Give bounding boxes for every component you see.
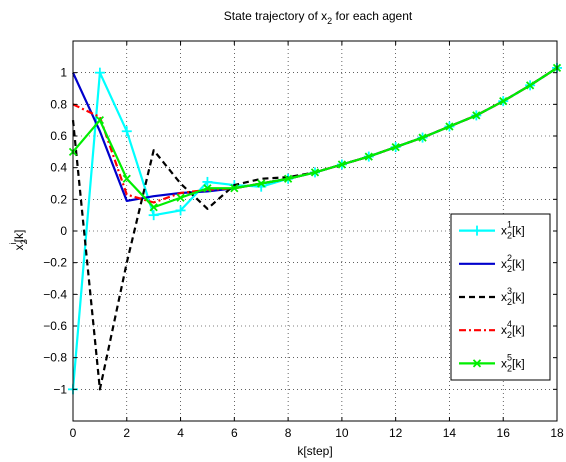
data-point	[95, 116, 105, 125]
legend-label-subscript: 2	[507, 330, 512, 340]
legend-item: x24[k]	[459, 319, 525, 340]
legend-label: x23[k]	[501, 286, 525, 307]
legend-label-suffix: [k]	[512, 257, 525, 271]
data-point	[364, 152, 373, 161]
data-point	[176, 193, 185, 202]
data-point	[472, 359, 482, 368]
y-tick-label: −0.8	[43, 351, 67, 365]
chart-title-main: State trajectory of x	[224, 9, 327, 23]
legend-label: x22[k]	[501, 253, 525, 274]
x-tick-label: 12	[389, 426, 403, 440]
x-tick-label: 0	[70, 426, 77, 440]
legend-label: x25[k]	[501, 352, 525, 373]
legend: x21[k]x22[k]x23[k]x24[k]x25[k]	[450, 213, 551, 381]
legend-item: x21[k]	[459, 220, 525, 241]
legend-label-main: x	[501, 290, 507, 304]
y-axis-label-main: x	[12, 244, 26, 250]
x-tick-labels: 0 2 4 6 8 10 12 14 16 18	[70, 426, 564, 440]
y-tick-label: 0	[60, 224, 67, 238]
legend-label-main: x	[501, 257, 507, 271]
data-point	[472, 111, 481, 120]
legend-label: x24[k]	[501, 319, 525, 340]
legend-box	[450, 213, 551, 381]
y-tick-label: 1	[60, 66, 67, 80]
x-tick-label: 4	[177, 426, 184, 440]
axis-ticks	[72, 41, 558, 421]
y-axis-label-suffix: [k]	[12, 230, 26, 243]
legend-label-main: x	[501, 323, 507, 337]
data-point	[337, 160, 347, 169]
x-tick-label: 18	[550, 426, 564, 440]
data-point	[525, 81, 535, 90]
data-point	[445, 122, 454, 131]
x-tick-label: 10	[335, 426, 349, 440]
legend-label-suffix: [k]	[512, 323, 525, 337]
legend-label: x21[k]	[501, 220, 525, 241]
data-point	[499, 97, 508, 106]
data-point	[257, 179, 266, 188]
legend-item: x25[k]	[459, 352, 525, 373]
x-tick-label: 16	[497, 426, 511, 440]
legend-label-subscript: 2	[507, 297, 512, 307]
x-tick-label: 14	[443, 426, 457, 440]
y-tick-label: 0.6	[50, 129, 67, 143]
y-tick-label: −0.6	[43, 319, 67, 333]
legend-label-superscript: 2	[507, 253, 512, 263]
legend-item: x22[k]	[459, 253, 525, 274]
y-tick-label: 0.4	[50, 161, 67, 175]
y-tick-label: −0.2	[43, 256, 67, 270]
legend-label-main: x	[501, 356, 507, 370]
chart-title-subscript: 2	[327, 16, 332, 26]
chart-title-suffix: for each agent	[332, 9, 413, 23]
legend-label-suffix: [k]	[512, 290, 525, 304]
x-tick-label: 2	[123, 426, 130, 440]
chart-title: State trajectory of x2 for each agent	[224, 9, 413, 26]
y-tick-label: −1	[53, 382, 67, 396]
legend-item: x23[k]	[459, 286, 525, 307]
y-tick-label: −0.4	[43, 287, 67, 301]
data-point	[391, 142, 400, 152]
y-tick-labels: −1 −0.8 −0.6 −0.4 −0.2 0 0.2 0.4 0.6 0.8 1	[43, 66, 67, 397]
y-axis-label-superscript: i	[8, 242, 18, 244]
series-5	[68, 63, 562, 212]
legend-label-superscript: 4	[507, 319, 512, 329]
legend-label-subscript: 2	[507, 363, 512, 373]
y-axis-label-subscript: 2	[19, 239, 29, 244]
legend-label-suffix: [k]	[512, 356, 525, 370]
data-point	[230, 184, 239, 193]
x-tick-label: 8	[285, 426, 292, 440]
legend-label-superscript: 5	[507, 352, 512, 362]
y-axis-label: x2i[k]	[8, 230, 29, 251]
x-tick-label: 6	[231, 426, 238, 440]
data-point	[283, 174, 293, 183]
data-point	[310, 168, 320, 177]
data-point	[149, 203, 158, 212]
legend-label-main: x	[501, 224, 507, 238]
legend-label-superscript: 1	[507, 220, 512, 230]
data-point	[203, 184, 212, 193]
y-tick-label: 0.8	[50, 97, 67, 111]
y-tick-label: 0.2	[50, 192, 67, 206]
legend-label-subscript: 2	[507, 264, 512, 274]
legend-label-suffix: [k]	[512, 224, 525, 238]
data-point	[122, 174, 131, 183]
legend-label-subscript: 2	[507, 231, 512, 241]
data-point	[418, 133, 427, 142]
x-axis-label: k[step]	[297, 444, 332, 458]
legend-label-superscript: 3	[507, 286, 512, 296]
